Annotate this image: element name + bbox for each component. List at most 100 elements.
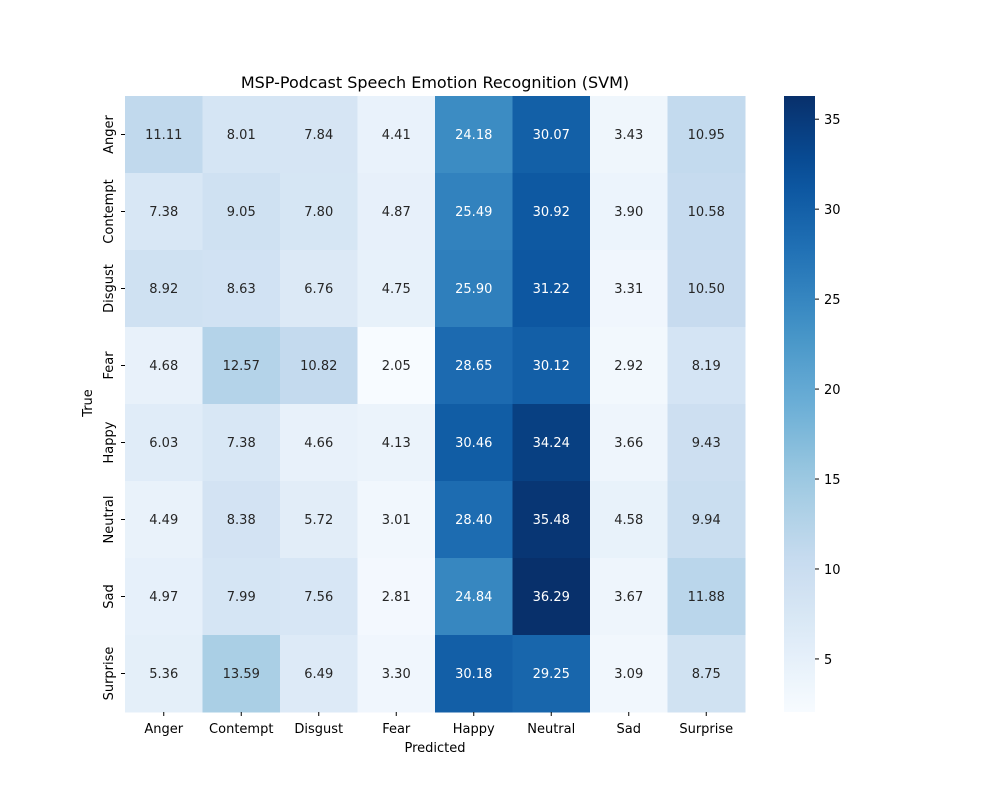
x-axis: Anger Contempt Disgust Fear Happy Neutral Sad S… xyxy=(144,712,733,737)
cell-value-label: 24.18 xyxy=(455,128,492,143)
cell-value-label: 35.48 xyxy=(533,513,570,528)
cell-value-label: 4.68 xyxy=(149,359,178,374)
heatmap-cell xyxy=(435,173,513,251)
heatmap-cell xyxy=(667,558,746,636)
cell-value-label: 31.22 xyxy=(533,282,570,297)
cell-value-label: 25.90 xyxy=(455,282,492,297)
cell-value-label: 8.38 xyxy=(227,513,256,528)
cell-value-label: 4.97 xyxy=(149,590,178,605)
cell-value-label: 29.25 xyxy=(533,667,570,682)
heatmap-cell xyxy=(202,173,281,251)
heatmap-cell xyxy=(590,327,668,405)
heatmap-cell xyxy=(435,558,513,636)
cell-value-label: 4.49 xyxy=(149,513,178,528)
y-tick-label: Sad xyxy=(102,584,117,608)
cell-value-label: 30.46 xyxy=(455,436,492,451)
cell-value-label: 36.29 xyxy=(533,590,570,605)
cell-value-label: 30.92 xyxy=(533,205,570,220)
cell-value-label: 9.94 xyxy=(692,513,721,528)
heatmap-cell xyxy=(357,481,436,559)
cell-value-label: 10.58 xyxy=(688,205,725,220)
heatmap-cell xyxy=(512,404,591,482)
cell-value-label: 3.43 xyxy=(614,128,643,143)
y-tick-label: Fear xyxy=(102,351,117,380)
heatmap-cell xyxy=(512,173,591,251)
colorbar-gradient xyxy=(784,96,815,712)
cell-value-label: 34.24 xyxy=(533,436,570,451)
cell-value-label: 8.01 xyxy=(227,128,256,143)
cell-value-label: 7.38 xyxy=(149,205,178,220)
heatmap-cell xyxy=(202,635,281,713)
heatmap-cell xyxy=(202,96,281,174)
cell-value-label: 8.75 xyxy=(692,667,721,682)
heatmap-cell xyxy=(667,635,746,713)
heatmap-cell xyxy=(357,96,436,174)
cell-value-label: 3.30 xyxy=(382,667,411,682)
heatmap-cell xyxy=(280,635,358,713)
cell-value-label: 8.19 xyxy=(692,359,721,374)
heatmap-cell xyxy=(357,635,436,713)
cell-value-label: 7.80 xyxy=(304,205,333,220)
heatmap-cell xyxy=(590,250,668,328)
cell-value-label: 6.49 xyxy=(304,667,333,682)
heatmap-cell xyxy=(357,173,436,251)
heatmap-cell xyxy=(667,404,746,482)
heatmap-cell xyxy=(512,96,591,174)
heatmap-cell xyxy=(667,327,746,405)
colorbar-tick-label: 5 xyxy=(824,653,832,668)
heatmap-cell xyxy=(280,173,358,251)
heatmap-cell xyxy=(590,96,668,174)
x-tick-label: Anger xyxy=(144,722,183,737)
heatmap-cell xyxy=(280,404,358,482)
heatmap-cell xyxy=(667,481,746,559)
heatmap-cell xyxy=(357,250,436,328)
heatmap-cell xyxy=(357,558,436,636)
heatmap-cell xyxy=(125,173,203,251)
cell-value-label: 7.84 xyxy=(304,128,333,143)
colorbar-tick-label: 20 xyxy=(824,383,841,398)
heatmap-cell xyxy=(667,96,746,174)
heatmap-cell xyxy=(125,250,203,328)
heatmap-cell xyxy=(667,250,746,328)
y-tick-label: Disgust xyxy=(102,264,117,313)
y-tick-label: Neutral xyxy=(102,496,117,544)
cell-value-label: 10.95 xyxy=(688,128,725,143)
cell-value-label: 3.09 xyxy=(614,667,643,682)
cell-value-label: 28.65 xyxy=(455,359,492,374)
cell-value-label: 13.59 xyxy=(223,667,260,682)
cell-value-label: 2.05 xyxy=(382,359,411,374)
heatmap-cell xyxy=(590,481,668,559)
cell-value-label: 4.66 xyxy=(304,436,333,451)
heatmap-cell xyxy=(590,558,668,636)
heatmap-cell-labels: 11.11 8.01 7.84 4.41 24.18 30.07 3.43 10.95 7.38… xyxy=(145,128,725,682)
heatmap-cell xyxy=(125,481,203,559)
heatmap-cell xyxy=(280,96,358,174)
cell-value-label: 3.66 xyxy=(614,436,643,451)
cell-value-label: 4.13 xyxy=(382,436,411,451)
heatmap-cell xyxy=(512,558,591,636)
cell-value-label: 7.99 xyxy=(227,590,256,605)
cell-value-label: 30.07 xyxy=(533,128,570,143)
heatmap-cell xyxy=(435,481,513,559)
heatmap-cell xyxy=(435,635,513,713)
heatmap-cell xyxy=(202,558,281,636)
y-axis: Anger Contempt Disgust Fear Happy Neutral Sad S… xyxy=(102,114,125,700)
heatmap-cell xyxy=(280,481,358,559)
heatmap-cell xyxy=(512,327,591,405)
heatmap-cell xyxy=(125,96,203,174)
heatmap-cell xyxy=(512,250,591,328)
cell-value-label: 7.56 xyxy=(304,590,333,605)
colorbar-tick-label: 35 xyxy=(824,113,841,128)
x-tick-label: Sad xyxy=(617,722,641,737)
cell-value-label: 3.67 xyxy=(614,590,643,605)
colorbar: 5 10 15 20 25 30 35 xyxy=(784,96,841,712)
cell-value-label: 8.63 xyxy=(227,282,256,297)
heatmap-cell xyxy=(202,481,281,559)
x-tick-label: Surprise xyxy=(679,722,733,737)
cell-value-label: 7.38 xyxy=(227,436,256,451)
cell-value-label: 4.87 xyxy=(382,205,411,220)
heatmap-cell xyxy=(125,558,203,636)
heatmap-cell xyxy=(280,558,358,636)
cell-value-label: 25.49 xyxy=(455,205,492,220)
